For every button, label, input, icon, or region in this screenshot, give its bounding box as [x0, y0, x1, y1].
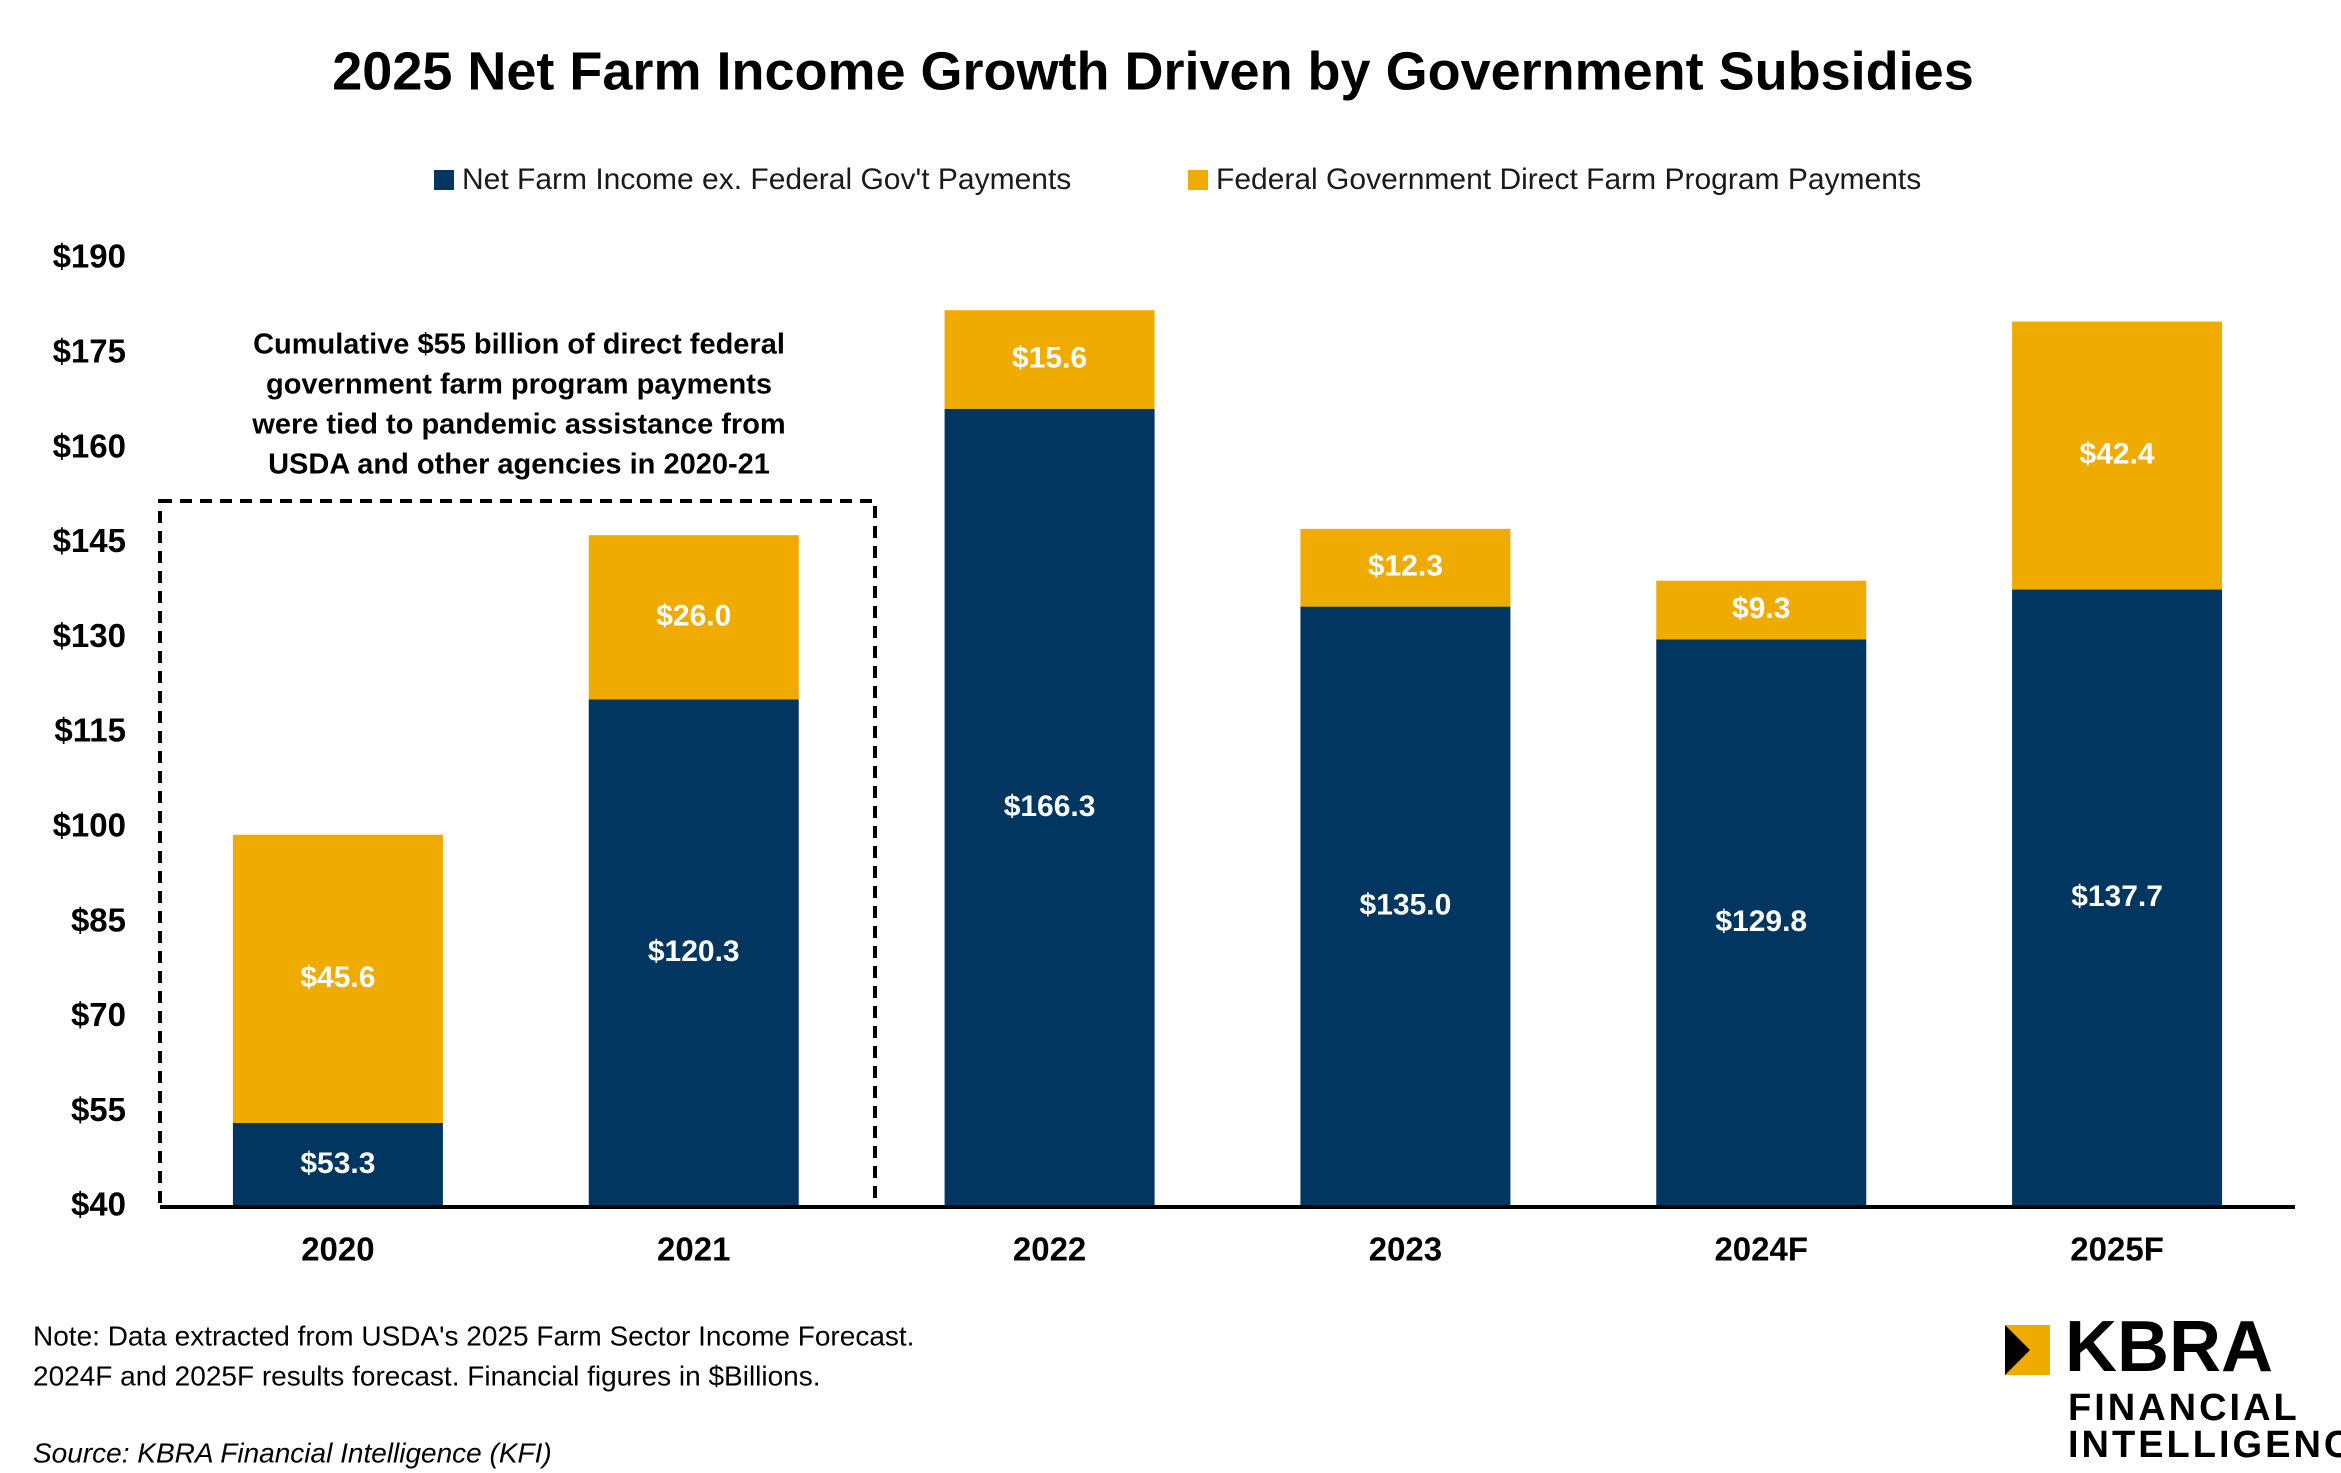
annotation: Cumulative $55 billion of direct federal… — [251, 329, 785, 481]
data-label: $135.0 — [1360, 889, 1452, 922]
y-tick-label: $40 — [71, 1186, 126, 1223]
bar-segment — [1656, 580, 1867, 640]
data-label: $15.6 — [1012, 341, 1087, 374]
bar-segment — [232, 1122, 443, 1207]
y-tick-label: $145 — [53, 522, 126, 559]
legend-label: Federal Government Direct Farm Program P… — [1216, 163, 1921, 196]
bar-segment — [2012, 589, 2223, 1207]
y-tick-label: $190 — [53, 238, 126, 275]
data-label: $45.6 — [300, 961, 375, 994]
bar-segment — [944, 310, 1155, 409]
data-label: $137.7 — [2071, 880, 2163, 913]
bar-segment — [1300, 606, 1511, 1207]
data-label: $42.4 — [2080, 437, 2155, 470]
note: Note: Data extracted from USDA's 2025 Fa… — [33, 1320, 914, 1351]
data-label: $9.3 — [1732, 592, 1790, 625]
data-label: $120.3 — [648, 935, 740, 968]
legend-label: Net Farm Income ex. Federal Gov't Paymen… — [462, 163, 1071, 196]
chart-title: 2025 Net Farm Income Growth Driven by Go… — [332, 41, 1973, 101]
bar-segment — [588, 699, 799, 1207]
y-tick-label: $100 — [53, 807, 126, 844]
y-tick-label: $160 — [53, 427, 126, 464]
logo-text: KBRA — [2065, 1307, 2273, 1387]
data-label: $53.3 — [300, 1147, 375, 1180]
x-tick-label: 2021 — [657, 1231, 730, 1268]
bar-segment — [232, 834, 443, 1123]
data-label: $26.0 — [656, 599, 731, 632]
data-label: $166.3 — [1004, 790, 1096, 823]
bar-segment — [2012, 321, 2223, 590]
logo-text: INTELLIGENCE — [2068, 1424, 2341, 1466]
x-tick-label: 2025F — [2070, 1231, 2164, 1268]
y-tick-label: $115 — [54, 712, 126, 749]
legend-swatch — [1188, 170, 1208, 190]
annotation-box — [158, 499, 877, 1209]
bar-segment — [1300, 528, 1511, 607]
x-tick-label: 2020 — [301, 1231, 374, 1268]
bar-segment — [944, 408, 1155, 1207]
annotation-text: Cumulative $55 billion of direct federal — [253, 329, 785, 361]
x-tick-label: 2022 — [1013, 1231, 1086, 1268]
annotation-text: were tied to pandemic assistance from — [251, 409, 785, 441]
annotation-text: USDA and other agencies in 2020-21 — [268, 449, 770, 481]
y-tick-label: $85 — [71, 901, 126, 938]
data-label: $12.3 — [1368, 550, 1443, 583]
y-tick-label: $70 — [71, 996, 126, 1033]
source: Source: KBRA Financial Intelligence (KFI… — [33, 1437, 552, 1468]
y-tick-label: $130 — [53, 617, 126, 654]
logo-text: FINANCIAL — [2068, 1387, 2300, 1429]
data-label: $129.8 — [1715, 905, 1807, 938]
bar-segment — [1656, 639, 1867, 1207]
y-tick-label: $175 — [53, 333, 126, 370]
x-tick-label: 2024F — [1714, 1231, 1808, 1268]
y-tick-label: $55 — [71, 1091, 126, 1128]
logo-icon — [2005, 1325, 2030, 1375]
legend-swatch — [434, 170, 454, 190]
x-tick-label: 2023 — [1369, 1231, 1442, 1268]
bar-segment — [588, 535, 799, 700]
annotation-text: government farm program payments — [266, 369, 772, 401]
note: 2024F and 2025F results forecast. Financ… — [33, 1360, 821, 1391]
